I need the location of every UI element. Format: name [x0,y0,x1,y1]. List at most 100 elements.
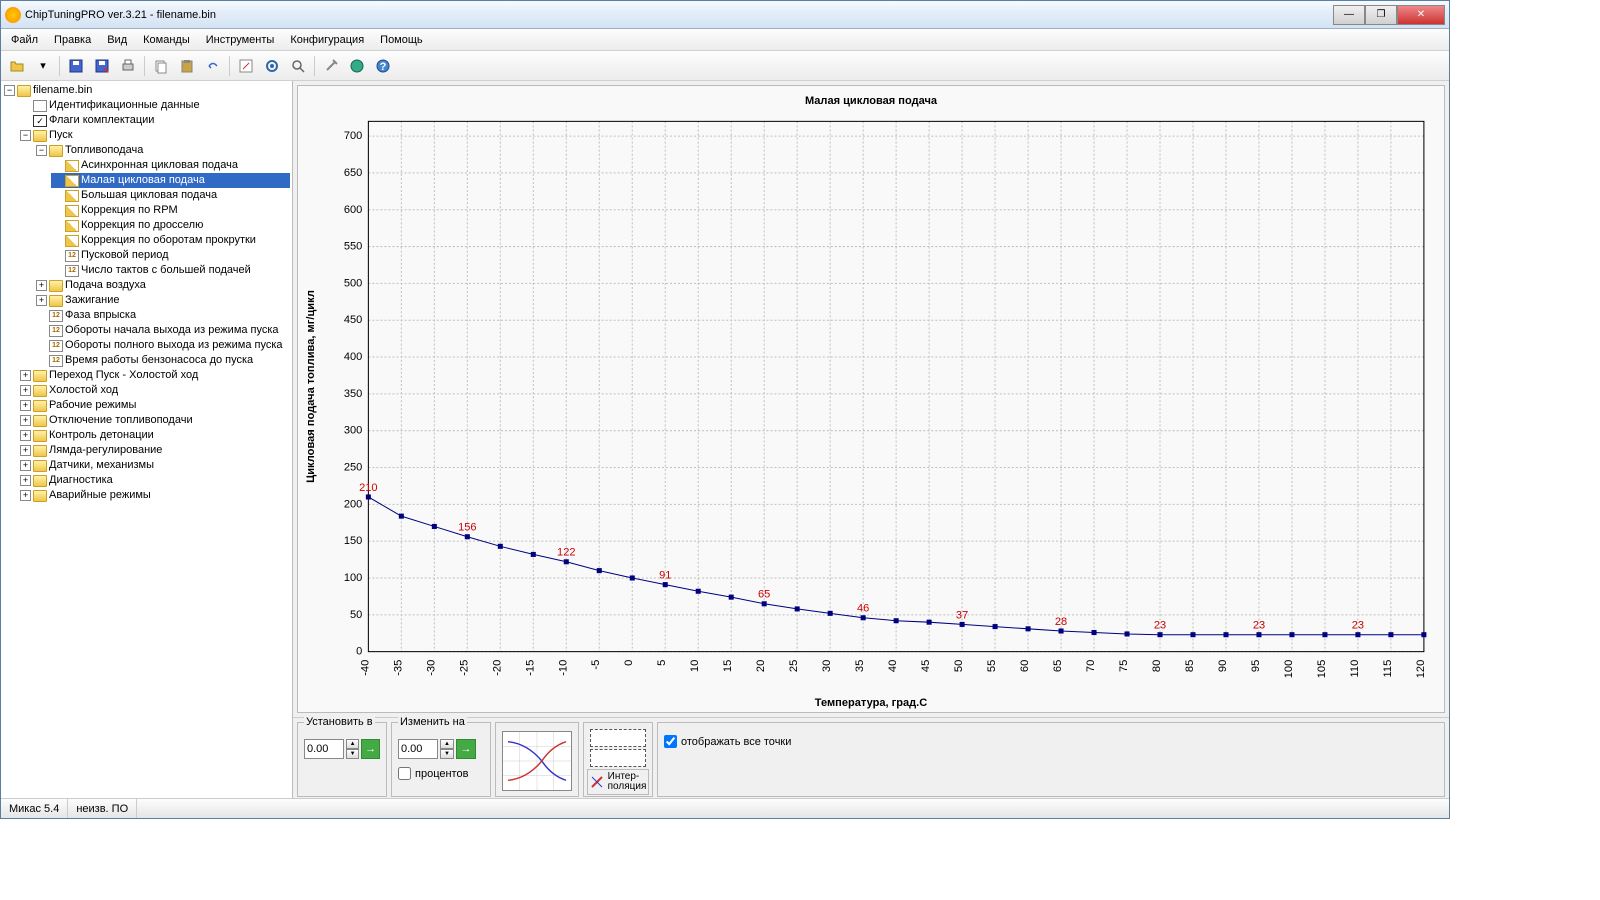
chart-icon [65,220,79,232]
expander-icon[interactable]: + [36,280,47,291]
tree-item[interactable]: 12Обороты полного выхода из режима пуска [35,338,290,353]
expander-icon[interactable]: + [20,430,31,441]
open-icon[interactable] [5,54,29,78]
tree-item[interactable]: 12Обороты начала выхода из режима пуска [35,323,290,338]
expander-icon[interactable]: − [36,145,47,156]
tree-item[interactable]: +Датчики, механизмы [19,458,290,473]
expander-icon[interactable]: + [36,295,47,306]
maximize-button[interactable]: ❐ [1365,5,1397,25]
expander-icon[interactable]: + [20,415,31,426]
paste-icon[interactable] [175,54,199,78]
tree-item[interactable]: 12Фаза впрыска [35,308,290,323]
set-down-button[interactable]: ▼ [346,749,359,759]
expander-icon[interactable]: + [20,385,31,396]
expander-icon[interactable]: + [20,490,31,501]
expander-icon[interactable]: − [20,130,31,141]
svg-text:300: 300 [344,425,362,437]
menu-view[interactable]: Вид [99,31,135,49]
interpolation-button[interactable]: Интер- поляция [587,769,650,795]
svg-text:600: 600 [344,204,362,216]
toolbar: ▾ ? [1,51,1449,81]
tree-item[interactable]: Идентификационные данные [19,98,290,113]
pattern-1-button[interactable] [590,729,646,747]
copy-icon[interactable] [149,54,173,78]
tool-icon[interactable] [319,54,343,78]
expander-icon[interactable]: + [20,460,31,471]
svg-text:-5: -5 [590,660,602,670]
tree-item[interactable]: Коррекция по дросселю [51,218,290,233]
tree-item[interactable]: +Рабочие режимы [19,398,290,413]
folder-icon [33,475,47,487]
menu-file[interactable]: Файл [3,31,46,49]
tree-item[interactable]: ✓Флаги комплектации [19,113,290,128]
svg-text:70: 70 [1085,660,1097,672]
folder-icon [49,295,63,307]
expander-icon[interactable]: + [20,400,31,411]
tree-item[interactable]: + Аварийные режимы [19,488,290,503]
svg-text:120: 120 [1415,660,1427,679]
close-button[interactable]: ✕ [1397,5,1445,25]
tree-item[interactable]: 12Время работы бензонасоса до пуска [35,353,290,368]
expander-icon[interactable]: − [4,85,15,96]
tree-item[interactable]: Коррекция по RPM [51,203,290,218]
tree-item[interactable]: +Холостой ход [19,383,290,398]
pattern-2-button[interactable] [590,749,646,767]
svg-text:46: 46 [857,603,869,615]
expander-icon[interactable]: + [20,445,31,456]
edit-icon[interactable] [234,54,258,78]
print-icon[interactable] [116,54,140,78]
show-all-points-checkbox[interactable] [664,735,677,748]
expander-icon[interactable]: + [20,475,31,486]
tree-label: Аварийные режимы [49,488,151,503]
svg-text:45: 45 [920,660,932,672]
tree-item[interactable]: +Контроль детонации [19,428,290,443]
expander-icon[interactable]: + [20,370,31,381]
dropdown-icon[interactable]: ▾ [31,54,55,78]
tree-label: Переход Пуск - Холостой ход [49,368,198,383]
menu-config[interactable]: Конфигурация [282,31,372,49]
svg-text:5: 5 [656,660,668,666]
tree-item[interactable]: −filename.bin [3,83,290,98]
change-down-button[interactable]: ▼ [440,749,454,759]
change-up-button[interactable]: ▲ [440,739,454,749]
tree-item[interactable]: +Диагностика [19,473,290,488]
menu-tools[interactable]: Инструменты [198,31,283,49]
tree-item[interactable]: Малая цикловая подача [51,173,290,188]
save-icon[interactable] [64,54,88,78]
search-icon[interactable] [286,54,310,78]
menu-help[interactable]: Помощь [372,31,431,49]
set-apply-button[interactable]: → [361,739,380,759]
tree-item[interactable]: +Лямда-регулирование [19,443,290,458]
tree-item[interactable]: +Отключение топливоподачи [19,413,290,428]
undo-icon[interactable] [201,54,225,78]
gear-icon[interactable] [260,54,284,78]
svg-text:150: 150 [344,535,362,547]
tree-item[interactable]: +Зажигание [35,293,290,308]
bottom-panel: Установить в ▲▼ → Изменить на ▲▼ → [293,717,1449,798]
set-to-input[interactable] [304,739,344,759]
save-as-icon[interactable] [90,54,114,78]
set-up-button[interactable]: ▲ [346,739,359,749]
tree-panel[interactable]: −filename.binИдентификационные данные✓Фл… [1,81,293,798]
menu-commands[interactable]: Команды [135,31,198,49]
globe-icon[interactable] [345,54,369,78]
tree-item[interactable]: + Переход Пуск - Холостой ход [19,368,290,383]
tree-item[interactable]: Большая цикловая подача [51,188,290,203]
tree-item[interactable]: −Топливоподача [35,143,290,158]
tree-item[interactable]: Асинхронная цикловая подача [51,158,290,173]
tree-item[interactable]: +Подача воздуха [35,278,290,293]
tree-item[interactable]: 12Пусковой период [51,248,290,263]
change-by-input[interactable] [398,739,438,759]
minimize-button[interactable]: — [1333,5,1365,25]
menu-edit[interactable]: Правка [46,31,99,49]
percent-checkbox[interactable] [398,767,411,780]
svg-text:95: 95 [1250,660,1262,672]
preview-chart-icon[interactable] [502,731,572,791]
tree-item[interactable]: Коррекция по оборотам прокрутки [51,233,290,248]
svg-text:450: 450 [344,314,362,326]
help-icon[interactable]: ? [371,54,395,78]
change-apply-button[interactable]: → [456,739,476,759]
tree-item[interactable]: 12Число тактов с большей подачей [51,263,290,278]
tree-item[interactable]: −Пуск [19,128,290,143]
svg-text:-15: -15 [524,660,536,676]
